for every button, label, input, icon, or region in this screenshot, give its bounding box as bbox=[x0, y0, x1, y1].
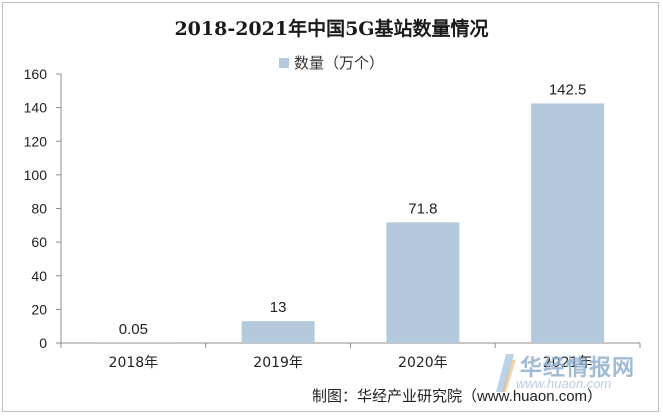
watermark-brand: 华经情报网 bbox=[520, 355, 636, 380]
legend-label: 数量（万个） bbox=[293, 55, 384, 72]
x-tick-label: 2019年 bbox=[253, 355, 303, 371]
watermark: 华经情报网 www.huaon.com bbox=[494, 352, 654, 396]
y-tick-label: 160 bbox=[24, 66, 48, 82]
legend: 数量（万个） bbox=[0, 52, 663, 73]
y-tick-label: 40 bbox=[31, 268, 47, 284]
y-tick-label: 100 bbox=[24, 167, 48, 183]
watermark-url: www.huaon.com bbox=[516, 376, 612, 391]
bar bbox=[241, 321, 315, 343]
source-credit: 制图：华经产业研究院（www.huaon.com） bbox=[312, 388, 603, 405]
y-tick-label: 80 bbox=[31, 201, 47, 217]
bar bbox=[531, 103, 605, 343]
y-tick-label: 120 bbox=[24, 133, 48, 149]
y-tick-label: 60 bbox=[31, 234, 47, 250]
data-label: 0.05 bbox=[119, 321, 148, 338]
data-label: 13 bbox=[270, 299, 287, 316]
watermark-logo-icon bbox=[496, 354, 516, 392]
data-label: 142.5 bbox=[549, 81, 587, 98]
legend-swatch bbox=[278, 58, 289, 68]
chart-title: 2018-2021年中国5G基站数量情况 bbox=[174, 18, 489, 40]
y-tick-label: 140 bbox=[24, 100, 48, 116]
x-tick-label: 2018年 bbox=[109, 355, 159, 371]
x-tick-label: 2020年 bbox=[398, 355, 448, 371]
bar bbox=[386, 222, 460, 343]
y-tick-label: 20 bbox=[31, 301, 47, 317]
x-tick-label: 2021年 bbox=[543, 355, 593, 371]
y-tick-label: 0 bbox=[39, 335, 47, 351]
data-label: 71.8 bbox=[408, 200, 437, 217]
